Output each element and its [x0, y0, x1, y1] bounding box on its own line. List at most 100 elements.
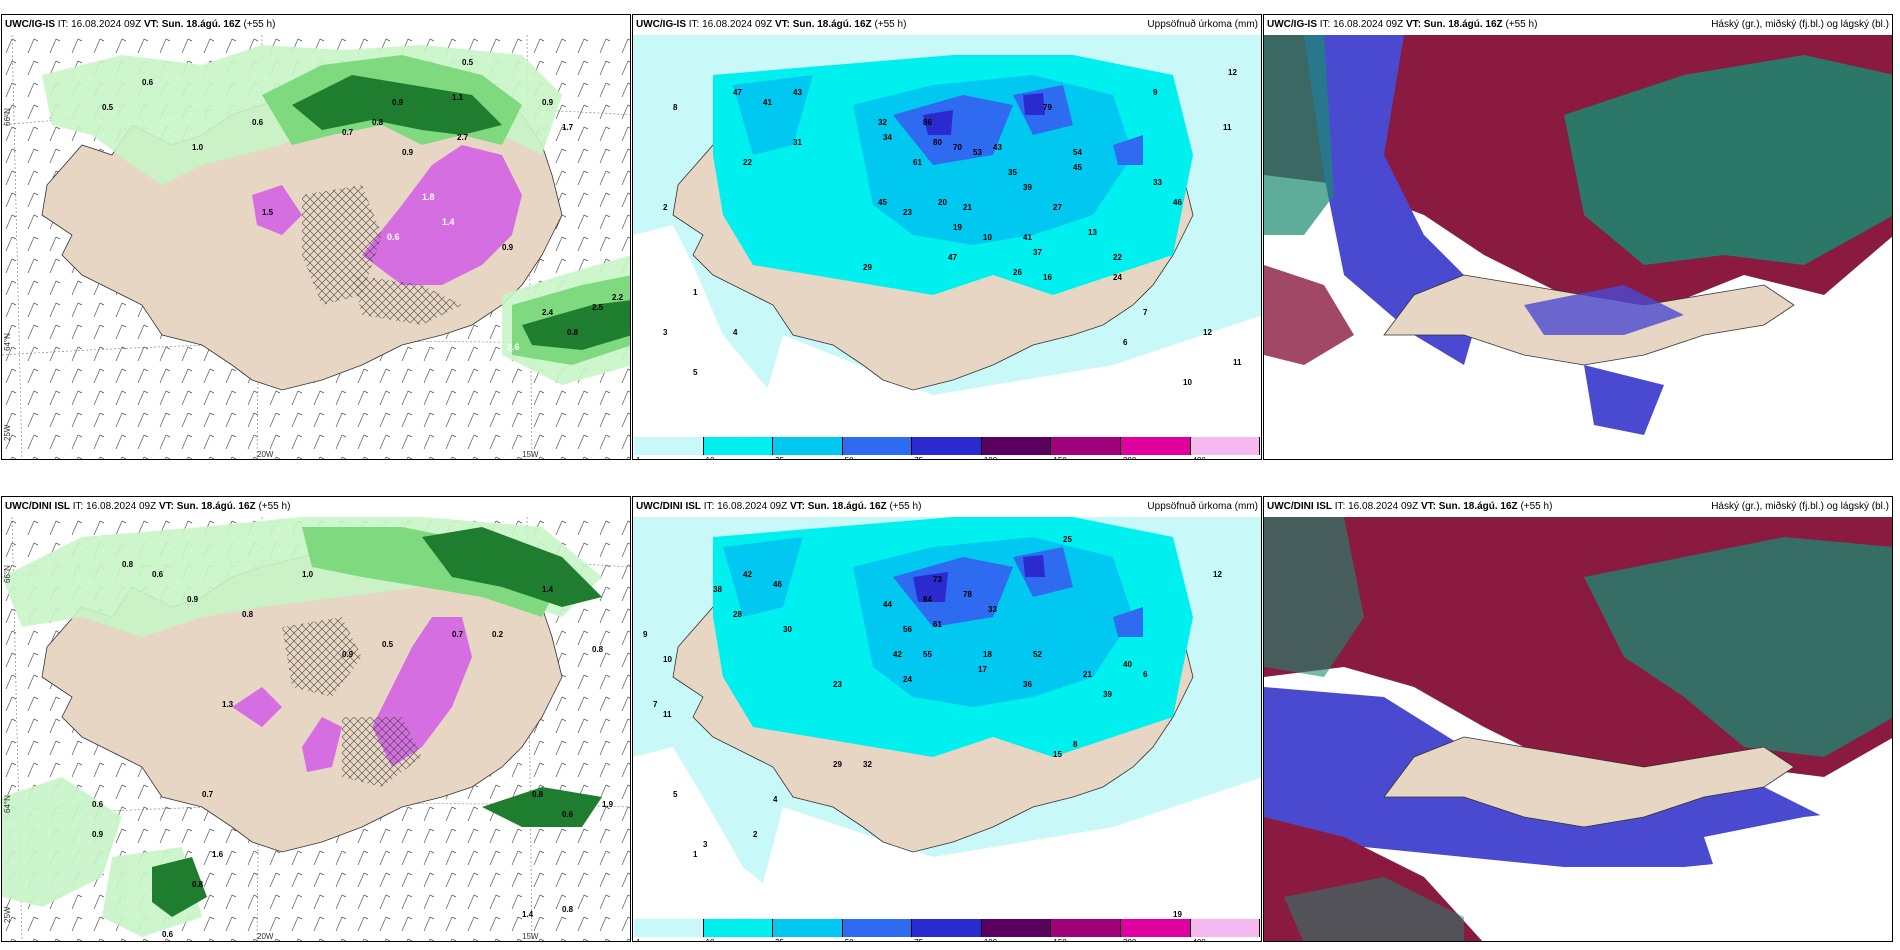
mid-cloud-area-central — [1524, 285, 1684, 335]
svg-text:0.9: 0.9 — [342, 650, 354, 659]
svg-text:7: 7 — [1143, 308, 1148, 317]
svg-text:1.4: 1.4 — [542, 585, 554, 594]
svg-text:1.7: 1.7 — [562, 123, 574, 132]
mid-cloud-area-west — [1304, 35, 1484, 365]
colorbar: 1 10 25 50 75 100 150 200 400 — [634, 437, 1261, 459]
svg-text:79: 79 — [1043, 103, 1052, 112]
svg-text:52: 52 — [1033, 650, 1042, 659]
axis-labels: 66°N 64°N 25W 20W 15W — [3, 108, 539, 459]
svg-text:66°N: 66°N — [3, 565, 12, 583]
svg-text:10: 10 — [1183, 378, 1192, 387]
high-cloud-area-west — [1264, 35, 1334, 235]
svg-text:29: 29 — [833, 760, 842, 769]
svg-text:17: 17 — [978, 665, 987, 674]
dry-area-west — [633, 225, 833, 439]
svg-text:47: 47 — [948, 253, 957, 262]
svg-text:19: 19 — [953, 223, 962, 232]
svg-text:43: 43 — [793, 88, 802, 97]
svg-text:0.8: 0.8 — [532, 790, 544, 799]
colorbar: 1 10 25 50 75 100 150 200 400 — [634, 919, 1261, 941]
panel-field-title: Uppsöfnuð úrkoma (mm) — [1147, 501, 1258, 512]
svg-text:20W: 20W — [257, 450, 274, 459]
precip-dark-areas — [152, 527, 602, 917]
svg-text:0.9: 0.9 — [542, 98, 554, 107]
panel-title: UWC/IG-IS IT: 16.08.2024 09Z VT: Sun. 18… — [1264, 15, 1892, 35]
svg-text:24: 24 — [903, 675, 912, 684]
svg-text:5: 5 — [693, 368, 698, 377]
svg-text:44: 44 — [883, 600, 892, 609]
svg-text:36: 36 — [1023, 680, 1032, 689]
svg-text:18: 18 — [983, 650, 992, 659]
svg-text:19: 19 — [1173, 910, 1182, 919]
svg-text:0.8: 0.8 — [372, 118, 384, 127]
svg-text:24: 24 — [1113, 273, 1122, 282]
dry-area-west — [633, 747, 803, 921]
high-cloud-area — [1564, 55, 1892, 265]
svg-text:1.6: 1.6 — [212, 850, 224, 859]
svg-text:53: 53 — [973, 148, 982, 157]
clear-area-se — [1704, 807, 1892, 941]
panel-title: UWC/DINI ISL IT: 16.08.2024 09Z VT: Sun.… — [1264, 497, 1892, 517]
svg-text:12: 12 — [1213, 570, 1222, 579]
svg-text:2.4: 2.4 — [542, 308, 554, 317]
svg-text:0.6: 0.6 — [387, 232, 400, 242]
svg-text:42: 42 — [893, 650, 902, 659]
accum-75-areas — [913, 555, 1045, 602]
svg-text:32: 32 — [863, 760, 872, 769]
dry-area-south — [753, 315, 1261, 439]
svg-text:0.9: 0.9 — [502, 243, 514, 252]
svg-text:86: 86 — [923, 118, 932, 127]
svg-text:0.7: 0.7 — [342, 128, 354, 137]
low-cloud-area-sw — [1264, 265, 1354, 365]
svg-text:0.8: 0.8 — [592, 645, 604, 654]
svg-text:0.9: 0.9 — [402, 148, 414, 157]
svg-text:0.6: 0.6 — [252, 118, 264, 127]
svg-text:0.8: 0.8 — [567, 328, 579, 337]
svg-text:1.3: 1.3 — [222, 700, 234, 709]
svg-text:0.5: 0.5 — [382, 640, 394, 649]
map-clouds-top — [1264, 35, 1892, 459]
svg-text:34: 34 — [883, 133, 892, 142]
svg-text:6: 6 — [1123, 338, 1128, 347]
panel-precip-wind-bottom: UWC/DINI ISL IT: 16.08.2024 09Z VT: Sun.… — [1, 496, 631, 942]
svg-text:15W: 15W — [522, 932, 539, 941]
svg-text:13: 13 — [1088, 228, 1097, 237]
svg-text:20W: 20W — [257, 932, 274, 941]
svg-text:21: 21 — [1083, 670, 1092, 679]
svg-text:12: 12 — [1203, 328, 1212, 337]
svg-text:28: 28 — [733, 610, 742, 619]
svg-text:33: 33 — [1153, 178, 1162, 187]
svg-text:0.5: 0.5 — [462, 58, 474, 67]
svg-text:80: 80 — [933, 138, 942, 147]
svg-text:1.9: 1.9 — [602, 800, 614, 809]
svg-text:0.9: 0.9 — [392, 98, 404, 107]
snow-hatch-areas — [282, 617, 422, 787]
svg-text:0.2: 0.2 — [492, 630, 504, 639]
high-cloud-area-west — [1264, 517, 1364, 677]
iceland-land — [1383, 736, 1795, 828]
svg-text:5: 5 — [673, 790, 678, 799]
precip-value-labels: 0.8 0.6 0.9 1.4 1.0 0.8 0.9 0.2 0.7 1.3 0.6 0.… — [92, 560, 614, 939]
panel-field-title: Uppsöfnuð úrkoma (mm) — [1147, 19, 1258, 30]
svg-text:54: 54 — [1073, 148, 1082, 157]
panel-accum-top: UWC/IG-IS IT: 16.08.2024 09Z VT: Sun. 18… — [632, 14, 1262, 460]
svg-text:8: 8 — [1073, 740, 1078, 749]
svg-text:3: 3 — [663, 328, 668, 337]
svg-text:26: 26 — [1013, 268, 1022, 277]
svg-text:25W: 25W — [3, 906, 12, 923]
svg-text:11: 11 — [1223, 123, 1232, 132]
svg-text:29: 29 — [863, 263, 872, 272]
svg-text:25: 25 — [1063, 535, 1072, 544]
svg-text:1.4: 1.4 — [442, 217, 455, 227]
svg-text:1: 1 — [693, 850, 698, 859]
svg-text:27: 27 — [1053, 203, 1062, 212]
panel-title: UWC/IG-IS IT: 16.08.2024 09Z VT: Sun. 18… — [633, 15, 1261, 35]
svg-text:41: 41 — [763, 98, 772, 107]
precip-purple-areas — [252, 145, 522, 285]
precip-value-labels: 0.5 0.6 1.0 0.6 0.8 0.9 0.9 2.7 1.1 0.5 0.9 1.… — [102, 58, 624, 392]
map-precip-wind-bottom: 0.8 0.6 0.9 1.4 1.0 0.8 0.9 0.2 0.7 1.3 0.6 0.… — [2, 517, 630, 941]
svg-text:4: 4 — [773, 795, 778, 804]
panel-title: UWC/DINI ISL IT: 16.08.2024 09Z VT: Sun.… — [2, 497, 630, 517]
